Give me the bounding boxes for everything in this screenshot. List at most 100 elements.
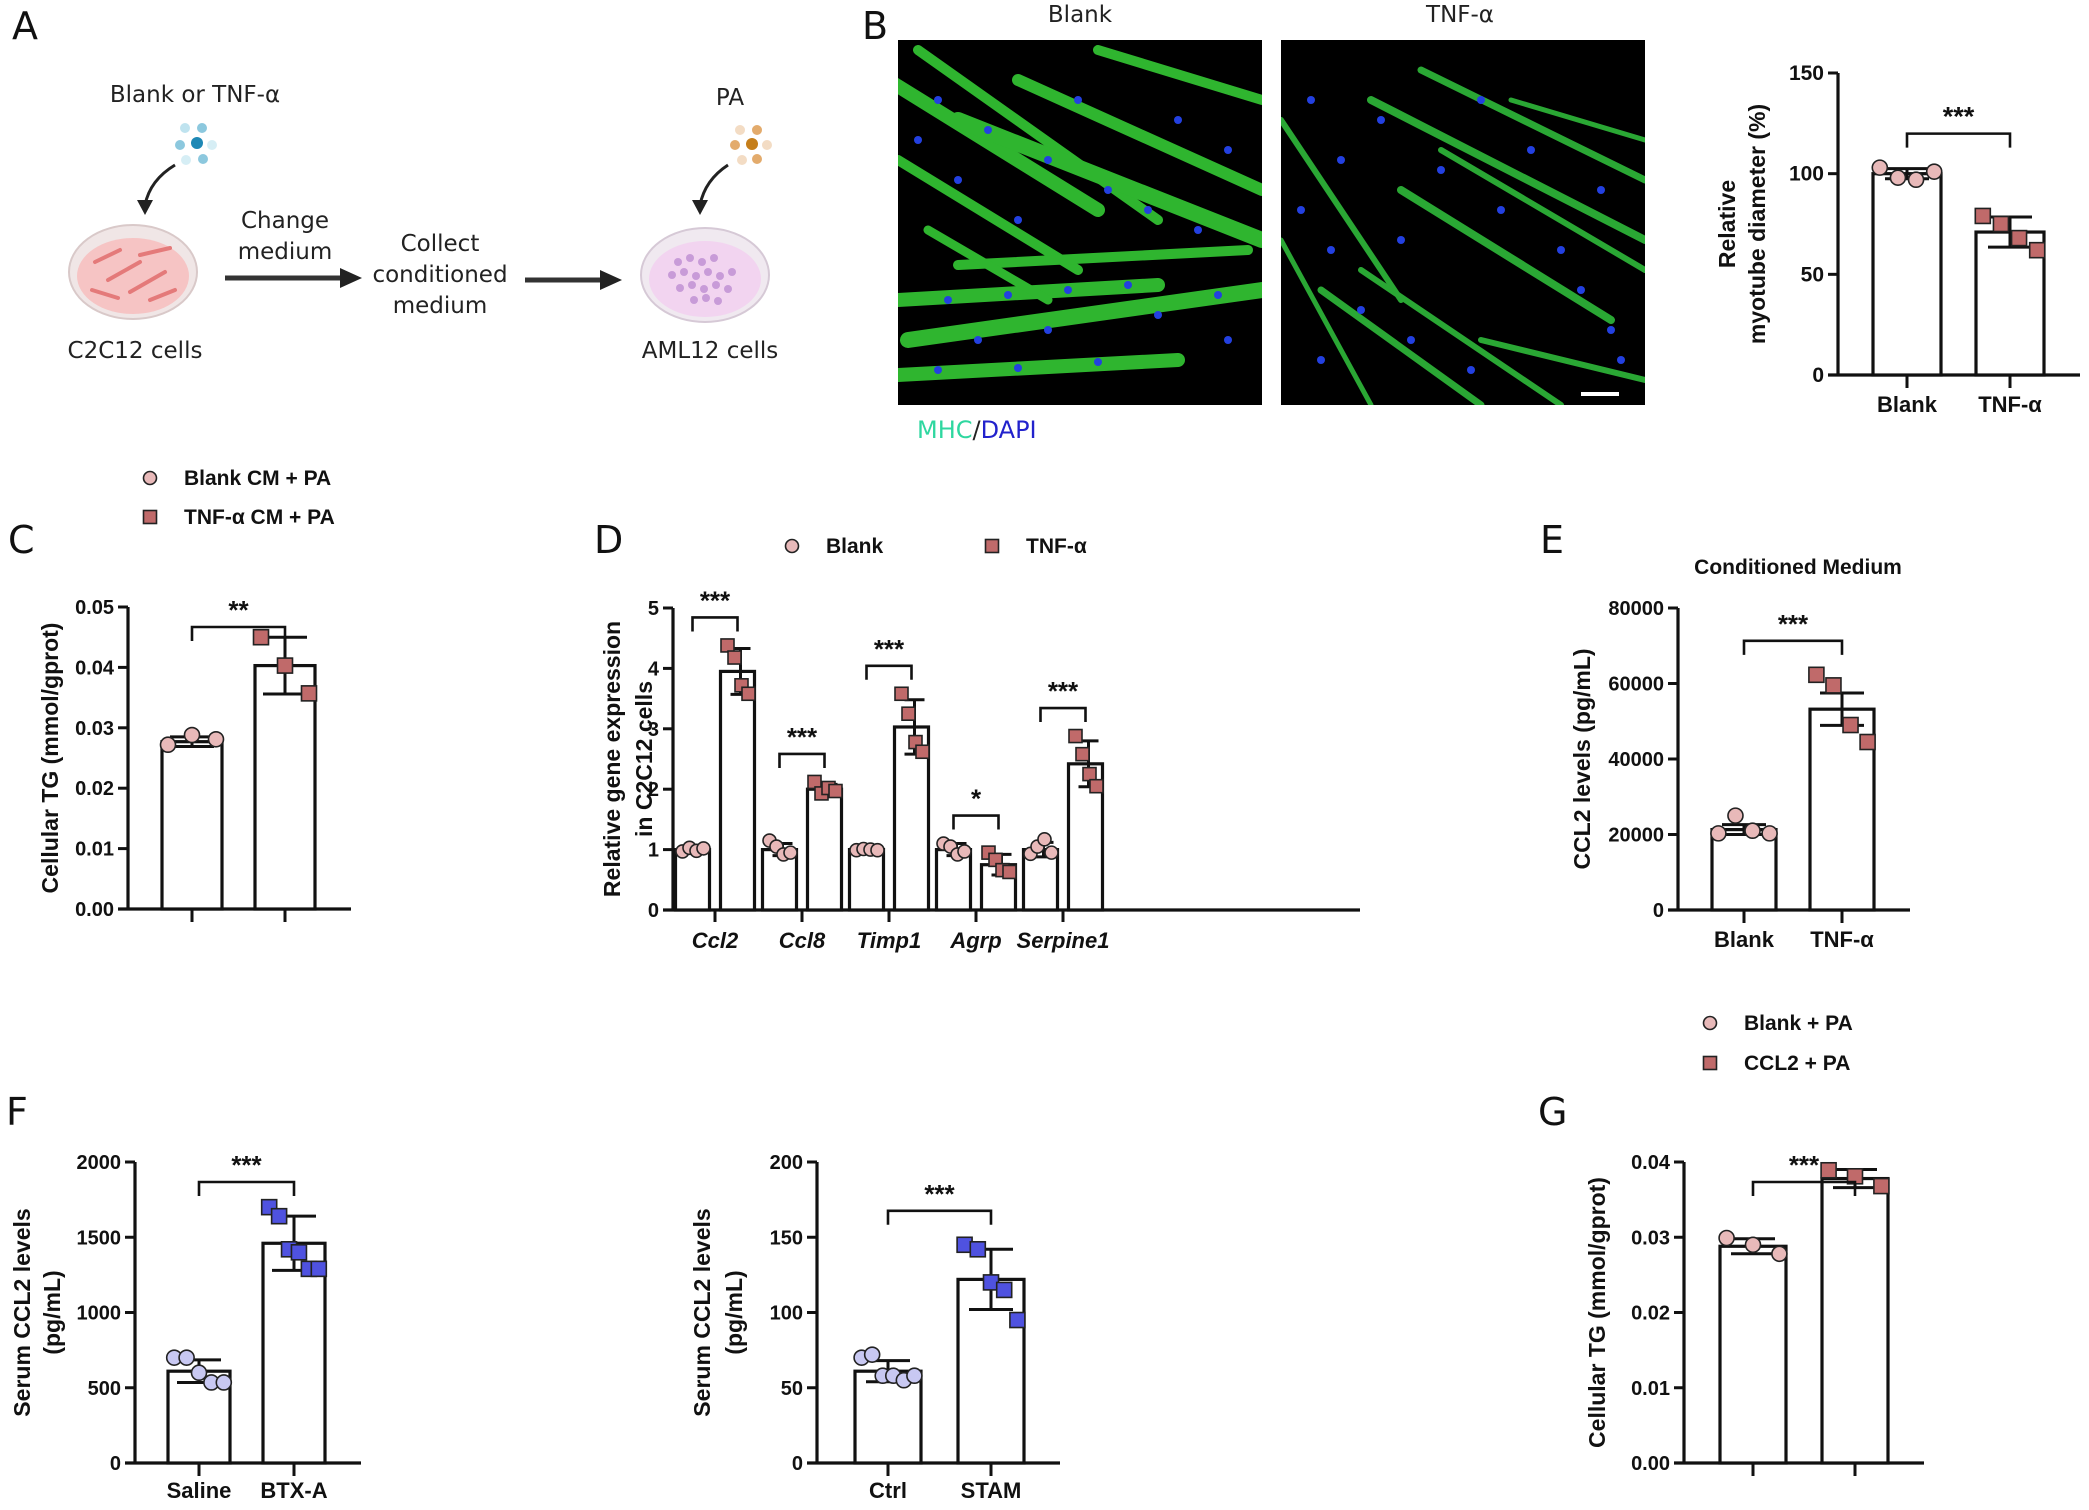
y-tick-label: 150 (1789, 62, 1824, 85)
significance-label: *** (1778, 609, 1809, 639)
y-tick-label: 0.01 (75, 839, 114, 861)
significance-label: *** (874, 634, 905, 664)
significance-label: *** (1048, 676, 1079, 706)
y-tick-label: 2000 (77, 1152, 122, 1174)
panel-label-c: C (8, 518, 35, 562)
change-medium-label: Change medium (237, 208, 333, 265)
significance-label: *** (231, 1150, 262, 1180)
category-label: BTX-A (260, 1478, 327, 1503)
y-axis-label: CCL2 levels (pg/mL) (1569, 648, 1595, 869)
category-label: Blank (1714, 927, 1775, 952)
chart-cellular-tg-g: 0.00 0.01 0.02 0.03 0.04 Cellular TG (mmol/gp… (1584, 1012, 1924, 1476)
significance-label: * (971, 784, 982, 814)
chart-cellular-tg-c: 0.00 0.01 0.02 0.03 0.04 0.05 Cellular TG (mmo… (37, 467, 351, 922)
y-tick-label: 4 (648, 658, 660, 680)
y-tick-label: 0 (648, 900, 659, 922)
category-label: Agrp (949, 928, 1001, 953)
y-tick-label: 500 (88, 1378, 121, 1400)
significance-label: *** (924, 1179, 955, 1209)
stain-separator: / (972, 416, 981, 444)
y-tick-label: 0.04 (75, 657, 115, 679)
stain-legend: MHC/DAPI (917, 416, 1037, 444)
panel-label-b: B (862, 4, 889, 48)
legend-entry: Blank CM + PA (184, 467, 331, 490)
y-tick-label: 60000 (1608, 674, 1664, 696)
y-tick-label: 1000 (77, 1303, 122, 1325)
category-label: Blank (1877, 392, 1938, 417)
panel-label-e: E (1540, 518, 1565, 562)
y-tick-label: 0.02 (75, 778, 114, 800)
y-axis-label: myotube diameter (%) (1744, 104, 1770, 344)
y-tick-label: 0 (1812, 364, 1824, 387)
aml12-label: AML12 cells (641, 338, 779, 364)
y-tick-label: 0 (792, 1453, 803, 1475)
y-tick-label: 0.02 (1631, 1303, 1670, 1325)
category-label: TNF-α (1810, 927, 1874, 952)
pa-dots-icon (730, 125, 772, 165)
micrograph-blank (898, 40, 1262, 405)
c2c12-dish-icon (68, 224, 198, 320)
y-axis-label: Serum CCL2 levels (9, 1208, 35, 1416)
y-tick-label: 80000 (1608, 598, 1664, 620)
y-tick-label: 40000 (1608, 749, 1664, 771)
stain-dapi: DAPI (980, 416, 1037, 444)
y-tick-label: 150 (770, 1227, 803, 1249)
panel-a-schematic: Blank or TNF-α (0, 0, 860, 400)
y-axis-label: Cellular TG (mmol/gprot) (37, 623, 63, 894)
category-label: Timp1 (857, 928, 921, 953)
stain-mhc: MHC (917, 416, 973, 444)
legend-entry: Blank + PA (1744, 1012, 1853, 1035)
chart-myotube-diameter: 0 50 100 150 Relative myotube diameter (%) Bla… (1714, 62, 2080, 417)
y-tick-label: 5 (648, 598, 659, 620)
significance-label: *** (700, 585, 731, 615)
panel-label-a: A (12, 4, 38, 48)
y-axis-label: Serum CCL2 levels (689, 1208, 715, 1416)
chart-serum-ccl2-stam: 0 50 100 150 200 Serum CCL2 levels (pg/mL) Ctrl… (689, 1152, 1060, 1503)
y-axis-label: (pg/mL) (39, 1270, 65, 1354)
y-tick-label: 0.00 (75, 899, 114, 921)
arrow-icon (225, 268, 622, 290)
chart-gene-expression: 0 1 2 3 4 5 Relative gene expression in C2C12 c… (599, 535, 1360, 953)
y-axis-label: Relative (1714, 180, 1740, 268)
significance-label: *** (1943, 102, 1975, 132)
treatment-dots-icon (175, 123, 217, 165)
collect-medium-label: Collect conditioned medium (372, 231, 508, 319)
y-tick-label: 0.01 (1631, 1378, 1670, 1400)
myotube-image-blank (898, 40, 1262, 405)
category-label: Saline (167, 1478, 232, 1503)
y-tick-label: 100 (770, 1303, 803, 1325)
chart-title: Conditioned Medium (1694, 556, 1902, 579)
category-label: Ccl2 (692, 928, 739, 953)
chart-ccl2-conditioned-medium: 0 20000 40000 60000 80000 CCL2 levels (pg/mL)… (1569, 556, 1910, 952)
y-tick-label: 0.03 (1631, 1227, 1670, 1249)
micrograph-title-blank: Blank (1047, 2, 1113, 28)
y-tick-label: 0 (110, 1453, 121, 1475)
myotube-image-tnf (1281, 40, 1645, 405)
y-tick-label: 0 (1653, 900, 1664, 922)
y-tick-label: 1500 (77, 1227, 122, 1249)
panel-label-g: G (1538, 1090, 1568, 1134)
legend-entry: CCL2 + PA (1744, 1052, 1850, 1075)
y-tick-label: 0.00 (1631, 1453, 1670, 1475)
y-tick-label: 0.05 (75, 597, 114, 619)
legend-entry: Blank (826, 535, 884, 558)
y-tick-label: 100 (1789, 163, 1824, 186)
c2c12-label: C2C12 cells (67, 338, 203, 364)
y-axis-label: in C2C12 cells (631, 681, 657, 837)
y-tick-label: 0.03 (75, 718, 114, 740)
legend-entry: TNF-α CM + PA (184, 506, 335, 529)
y-tick-label: 50 (1801, 263, 1824, 286)
y-axis-label: Relative gene expression (599, 621, 625, 897)
y-axis-label: (pg/mL) (721, 1270, 747, 1354)
y-tick-label: 1 (648, 840, 659, 862)
schematic-graphics (68, 123, 772, 323)
y-tick-label: 2 (648, 779, 659, 801)
panel-label-f: F (6, 1090, 28, 1134)
micrograph-title-tnf: TNF-α (1426, 2, 1494, 28)
significance-label: *** (787, 722, 818, 752)
category-label: Ccl8 (779, 928, 826, 953)
y-tick-label: 200 (770, 1152, 803, 1174)
category-label: Serpine1 (1017, 928, 1110, 953)
chart-serum-ccl2-btx: 0 500 1000 1500 2000 Serum CCL2 levels (pg/mL)… (9, 1150, 361, 1503)
y-tick-label: 20000 (1608, 825, 1664, 847)
